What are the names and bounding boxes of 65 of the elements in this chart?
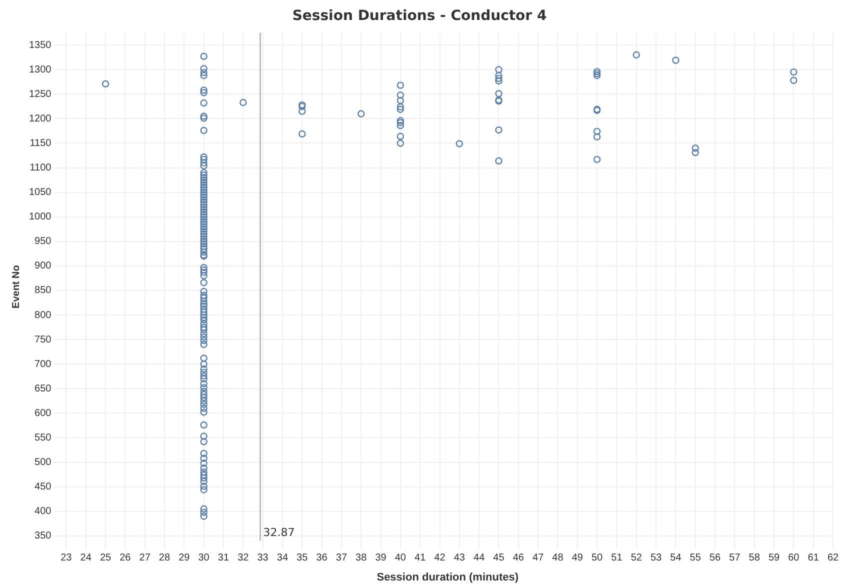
x-tick-label: 29 xyxy=(178,552,190,564)
x-tick-label: 41 xyxy=(414,552,426,564)
x-tick-label: 27 xyxy=(139,552,151,564)
y-tick-label: 1000 xyxy=(28,212,52,223)
x-tick-label: 57 xyxy=(729,552,741,564)
x-tick-label: 37 xyxy=(336,552,348,564)
x-tick-label: 42 xyxy=(434,552,446,564)
y-tick-label: 1300 xyxy=(28,64,52,76)
x-tick-label: 61 xyxy=(808,552,820,564)
x-tick-label: 59 xyxy=(768,552,780,564)
y-tick-label: 700 xyxy=(34,358,52,370)
y-tick-label: 900 xyxy=(34,260,52,272)
y-tick-label: 800 xyxy=(34,310,52,321)
x-tick-label: 45 xyxy=(493,552,505,564)
y-tick-label: 350 xyxy=(34,530,52,542)
y-tick-label: 1100 xyxy=(30,162,52,174)
x-tick-label: 52 xyxy=(630,552,642,564)
x-tick-label: 54 xyxy=(670,552,682,564)
x-axis-title: Session duration (minutes) xyxy=(376,571,519,584)
x-tick-label: 25 xyxy=(100,552,112,564)
ref-line-label: 32.87 xyxy=(263,526,295,540)
x-tick-label: 26 xyxy=(120,552,132,564)
y-tick-label: 1150 xyxy=(30,138,52,149)
y-tick-label: 750 xyxy=(34,334,52,346)
y-tick-label: 850 xyxy=(34,285,52,296)
y-tick-label: 1250 xyxy=(28,88,52,100)
y-tick-label: 600 xyxy=(34,408,52,419)
x-tick-label: 47 xyxy=(532,552,544,564)
x-tick-label: 50 xyxy=(591,552,604,564)
y-axis-title: Event No xyxy=(10,265,22,308)
x-tick-label: 55 xyxy=(690,552,702,564)
x-tick-label: 23 xyxy=(60,552,72,564)
y-tick-label: 1200 xyxy=(28,113,52,124)
x-tick-label: 43 xyxy=(454,552,466,564)
x-tick-label: 51 xyxy=(611,552,623,564)
y-tick-label: 1050 xyxy=(28,187,52,198)
y-tick-label: 950 xyxy=(34,236,52,248)
x-tick-label: 60 xyxy=(788,552,800,564)
x-tick-label: 56 xyxy=(709,552,722,564)
x-tick-label: 30 xyxy=(198,552,210,564)
x-tick-label: 49 xyxy=(572,552,584,564)
x-tick-label: 53 xyxy=(650,552,662,564)
x-tick-label: 33 xyxy=(257,552,269,564)
chart-title: Session Durations - Conductor 4 xyxy=(292,8,547,24)
x-tick-label: 36 xyxy=(316,552,328,564)
y-tick-label: 400 xyxy=(34,506,52,518)
x-tick-label: 34 xyxy=(276,552,288,564)
x-tick-label: 32 xyxy=(238,552,250,564)
y-tick-label: 650 xyxy=(34,383,52,394)
y-tick-label: 550 xyxy=(34,432,52,444)
x-tick-label: 38 xyxy=(356,552,368,564)
x-tick-label: 28 xyxy=(158,552,170,564)
y-tick-label: 450 xyxy=(34,482,52,493)
x-tick-label: 35 xyxy=(296,552,308,564)
x-tick-label: 39 xyxy=(375,552,387,564)
x-tick-label: 31 xyxy=(218,552,230,564)
y-tick-label: 500 xyxy=(34,457,52,468)
x-tick-label: 40 xyxy=(394,552,406,564)
x-tick-label: 62 xyxy=(827,552,839,564)
x-tick-label: 48 xyxy=(552,552,564,564)
x-tick-label: 44 xyxy=(474,552,486,564)
x-tick-label: 46 xyxy=(512,552,524,564)
x-tick-label: 24 xyxy=(80,552,92,564)
y-tick-label: 1350 xyxy=(28,40,52,51)
x-tick-label: 58 xyxy=(748,552,760,564)
